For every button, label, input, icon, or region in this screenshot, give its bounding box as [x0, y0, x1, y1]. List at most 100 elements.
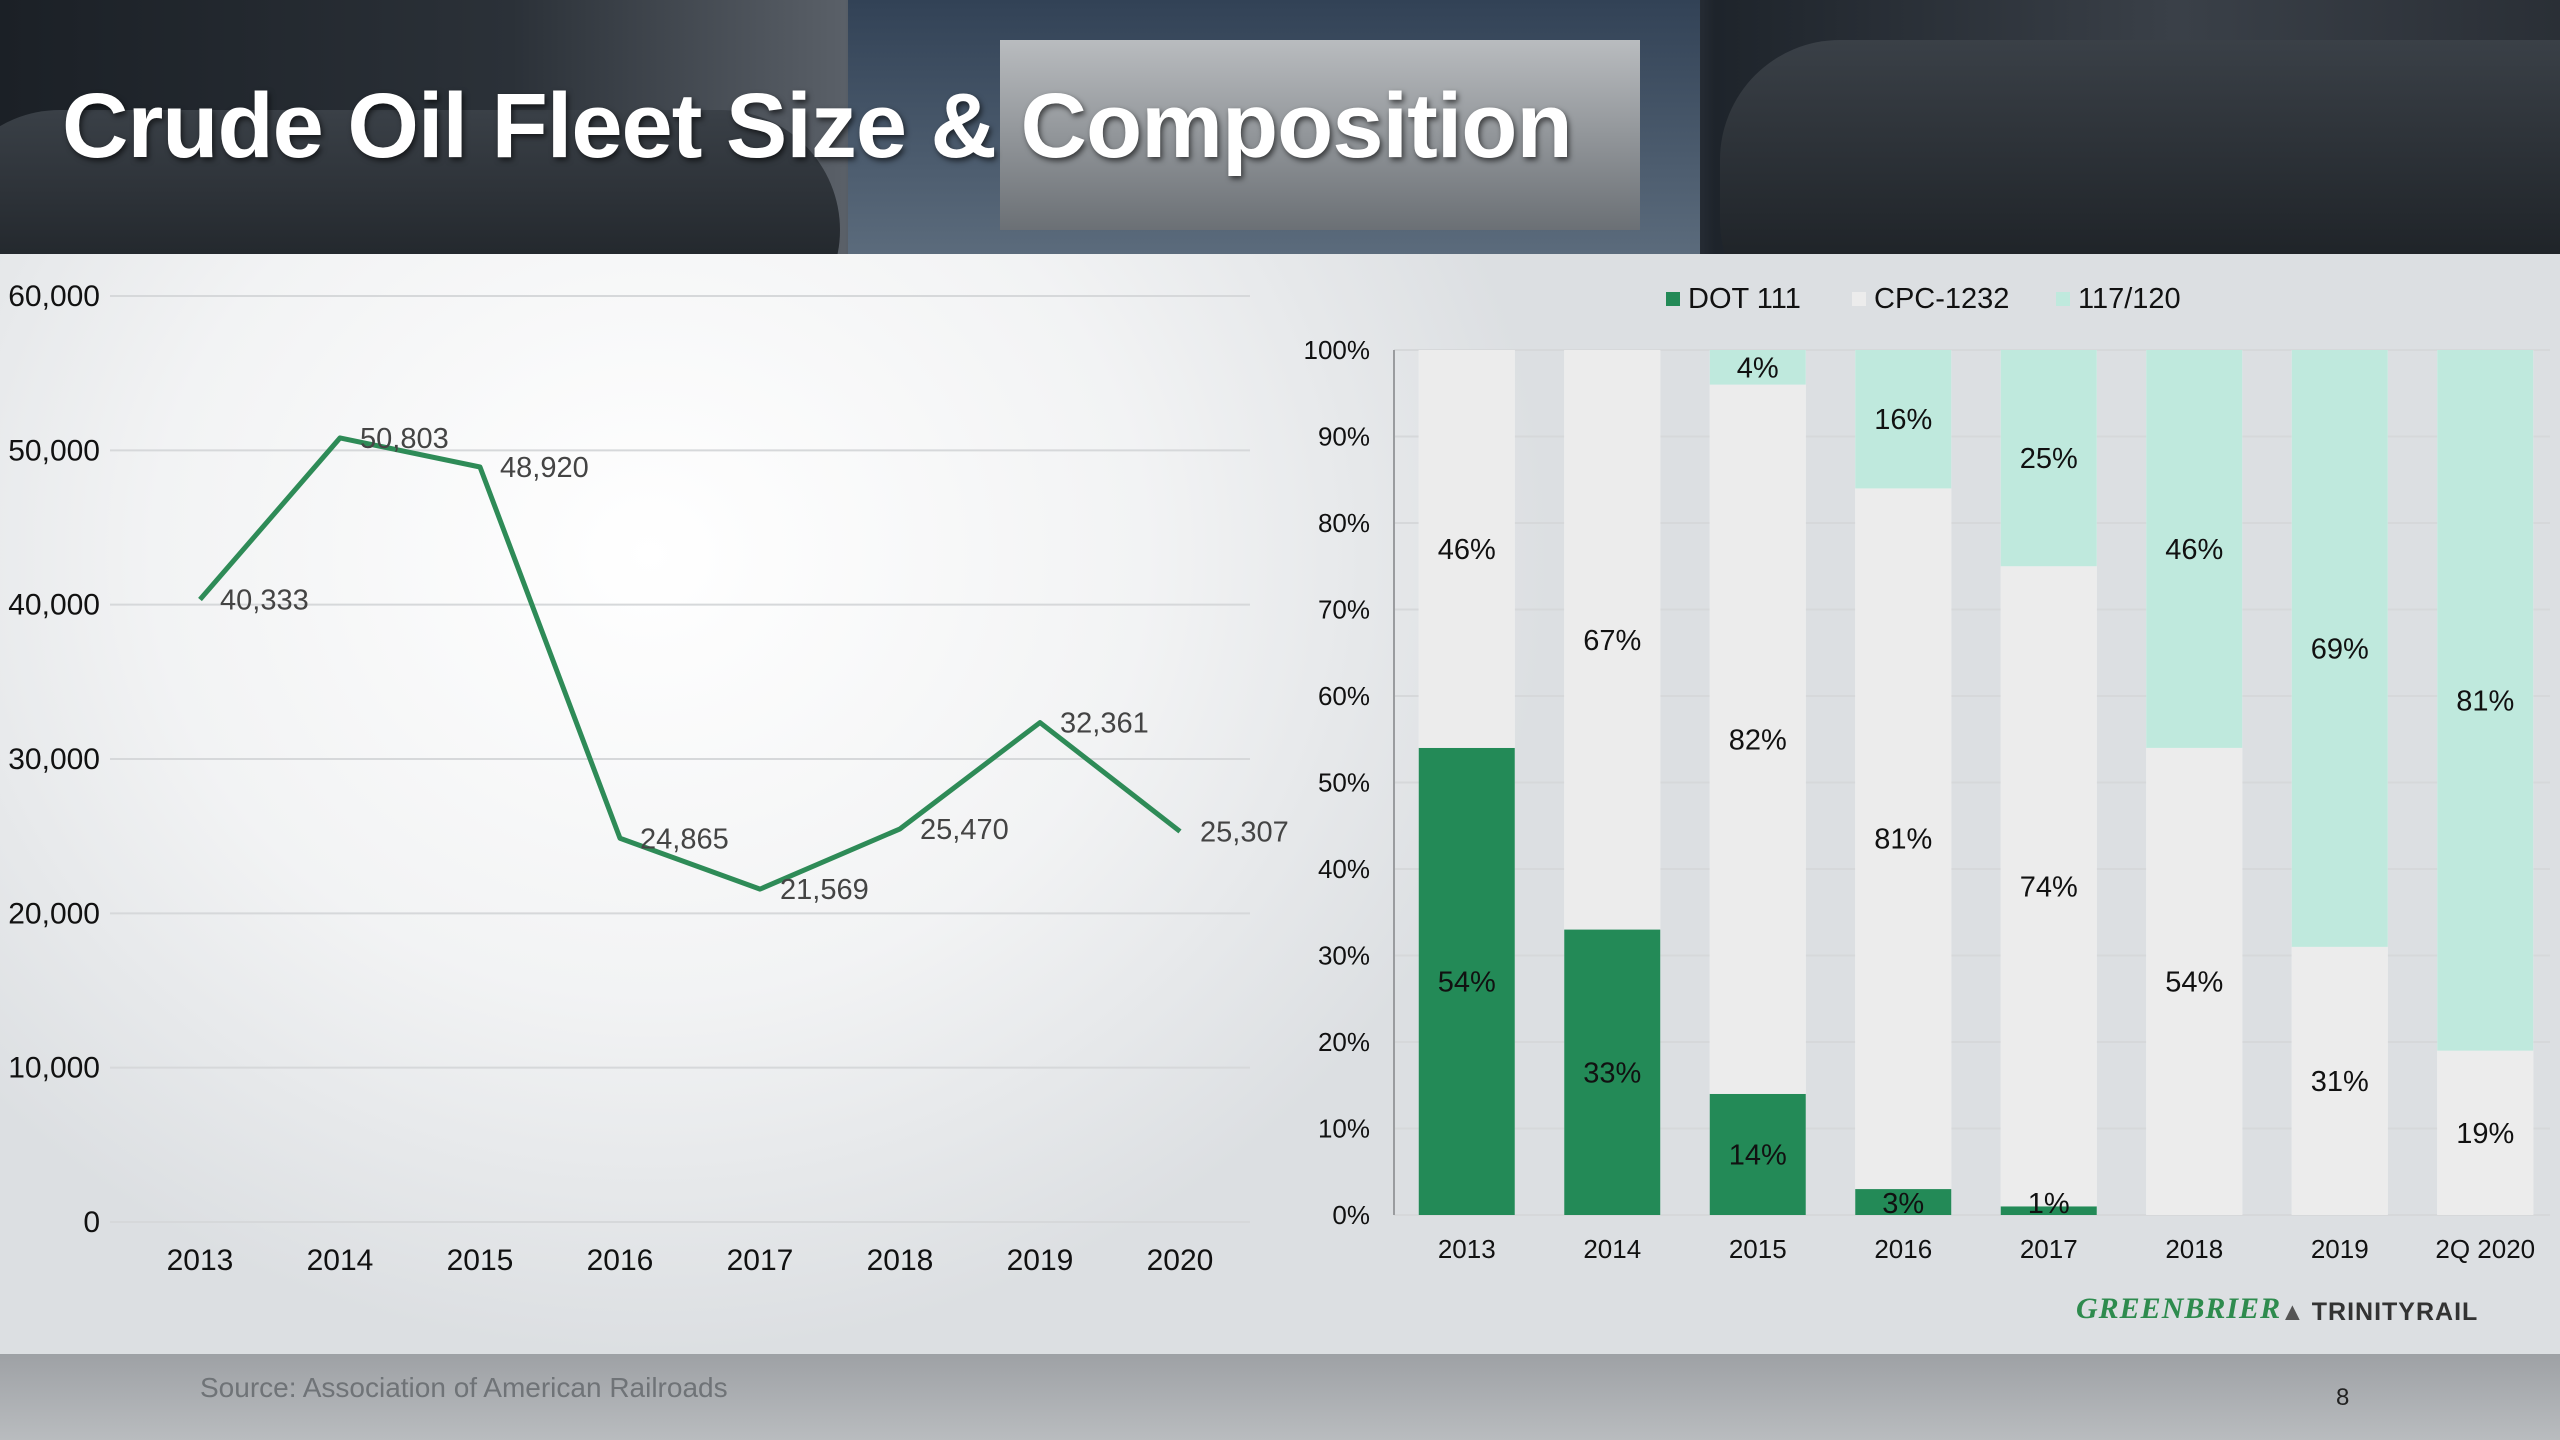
line-chart-y-tick: 50,000	[8, 434, 100, 467]
bar-data-label: 81%	[1874, 824, 1932, 856]
line-chart-y-tick: 60,000	[8, 280, 100, 313]
line-chart-data-label: 48,920	[500, 452, 589, 484]
bar-data-label: 67%	[1583, 625, 1641, 657]
legend-swatch	[1852, 292, 1866, 306]
bar-chart-x-ticks: 2013 2014 2015 2016 2017 2018 2019 2Q 2020	[1438, 1234, 2535, 1264]
line-chart-gridlines	[110, 295, 1250, 1223]
bar-data-label: 3%	[1882, 1188, 1924, 1220]
bar-segment	[1418, 350, 1515, 748]
line-chart-data-labels: 40,333 50,803 48,920 24,865 21,569 25,470 32,3…	[220, 423, 1289, 906]
line-chart-data-label: 50,803	[360, 423, 449, 455]
trinity-triangle-icon: ▲	[2280, 1298, 2306, 1326]
bar-chart-y-tick: 100%	[1304, 335, 1371, 365]
line-chart-x-ticks: 2013 2014 2015 2016 2017 2018 2019 2020	[167, 1244, 1214, 1277]
line-chart-y-tick: 20,000	[8, 897, 100, 930]
legend-swatch	[1666, 292, 1680, 306]
bar-chart-y-tick: 10%	[1318, 1114, 1370, 1144]
bar-segment	[2291, 946, 2388, 1215]
bar-chart-y-tick: 0%	[1332, 1200, 1370, 1230]
banner-hopper-car	[1000, 40, 1640, 230]
bar-data-label: 1%	[2028, 1188, 2070, 1220]
bar-segment	[1709, 384, 1806, 1094]
line-chart-y-tick: 40,000	[8, 589, 100, 622]
fleet-size-line	[198, 435, 1182, 892]
bar-data-label: 54%	[1438, 966, 1496, 998]
bar-chart-y-tick: 30%	[1318, 941, 1370, 971]
line-chart-data-label: 21,569	[780, 874, 869, 906]
bar-chart-x-tick: 2015	[1729, 1234, 1787, 1264]
bar-data-label: 54%	[2165, 966, 2223, 998]
bar-segment	[1564, 350, 1661, 930]
bar-chart-y-tick: 80%	[1318, 508, 1370, 538]
line-chart-x-tick: 2016	[587, 1244, 654, 1277]
banner-tank-car-right	[1720, 40, 2560, 254]
bar-segment	[1855, 1189, 1952, 1215]
bar-segment	[2437, 1050, 2534, 1215]
line-chart-x-tick: 2019	[1007, 1244, 1074, 1277]
bar-segment	[1709, 1093, 1806, 1215]
bar-chart-x-tick: 2017	[2020, 1234, 2078, 1264]
bar-chart-y-ticks: 0% 10% 20% 30% 40% 50% 60% 70% 80% 90% 100%	[1304, 335, 1371, 1230]
bar-chart-y-tick: 60%	[1318, 681, 1370, 711]
bar-chart-y-tick: 40%	[1318, 854, 1370, 884]
legend-label: CPC-1232	[1874, 283, 2009, 315]
bar-data-label: 81%	[2456, 685, 2514, 717]
line-chart-y-tick: 30,000	[8, 743, 100, 776]
line-chart-x-tick: 2014	[307, 1244, 374, 1277]
partner-logos: GREENBRIER ▲ TRINITYRAIL	[2076, 1292, 2536, 1338]
bar-chart-x-tick: 2018	[2165, 1234, 2223, 1264]
bar-segment	[2291, 350, 2388, 947]
greenbrier-logo: GREENBRIER	[2076, 1292, 2282, 1325]
source-note: Source: Association of American Railroad…	[200, 1372, 728, 1403]
bar-data-label: 46%	[2165, 534, 2223, 566]
fleet-size-line-chart: 0 10,000 20,000 30,000 40,000 50,000 60,000 20…	[8, 280, 1289, 1277]
bar-data-label: 16%	[1874, 404, 1932, 436]
legend-label: DOT 111	[1688, 283, 1801, 315]
bar-segment	[2000, 1206, 2097, 1215]
bar-data-label: 19%	[2456, 1118, 2514, 1150]
bar-segment	[2146, 350, 2243, 748]
bar-segment	[1855, 488, 1952, 1190]
legend-label: 117/120	[2078, 283, 2181, 315]
footer-bar	[0, 1354, 2560, 1440]
bar-data-label: 14%	[1729, 1139, 1787, 1171]
bar-segment	[2000, 566, 2097, 1207]
line-chart-data-label: 24,865	[640, 823, 729, 855]
line-chart-y-tick: 10,000	[8, 1052, 100, 1085]
fleet-composition-stacked-bar-chart: 0% 10% 20% 30% 40% 50% 60% 70% 80% 90% 100% 54% 46%…	[1304, 283, 2550, 1264]
bar-chart-x-tick: 2013	[1438, 1234, 1496, 1264]
page-number: 8	[2336, 1384, 2350, 1411]
trinityrail-wordmark: TRINITYRAIL	[2311, 1298, 2479, 1326]
bar-chart-y-tick: 70%	[1318, 595, 1370, 625]
banner-tank-car-left	[0, 110, 840, 254]
bar-segment	[1709, 350, 1806, 385]
bar-chart-y-tick: 50%	[1318, 768, 1370, 798]
bar-chart-bars	[1418, 350, 2534, 1215]
bar-chart-x-tick: 2014	[1583, 1234, 1641, 1264]
line-chart-y-ticks: 0 10,000 20,000 30,000 40,000 50,000 60,000	[8, 280, 100, 1239]
bar-segment	[2146, 747, 2243, 1215]
bar-segment	[2437, 350, 2534, 1051]
bar-segment	[1418, 747, 1515, 1215]
line-chart-data-label: 25,307	[1200, 816, 1289, 848]
bar-data-label: 33%	[1583, 1057, 1641, 1089]
line-chart-x-tick: 2013	[167, 1244, 234, 1277]
bar-data-label: 69%	[2311, 633, 2369, 665]
line-chart-x-tick: 2017	[727, 1244, 794, 1277]
bar-segment	[1855, 350, 1952, 489]
bar-data-label: 4%	[1737, 352, 1779, 384]
bar-chart-y-tick: 90%	[1318, 422, 1370, 452]
bar-data-label: 25%	[2020, 443, 2078, 475]
line-chart-data-label: 25,470	[920, 814, 1009, 846]
bar-segment	[1564, 929, 1661, 1215]
bar-chart-x-tick: 2Q 2020	[2435, 1234, 2535, 1264]
line-chart-y-tick: 0	[83, 1206, 100, 1239]
bar-chart-x-tick: 2016	[1874, 1234, 1932, 1264]
bar-data-label: 31%	[2311, 1066, 2369, 1098]
bar-data-label: 74%	[2020, 871, 2078, 903]
line-chart-data-label: 32,361	[1060, 708, 1149, 740]
trinityrail-logo: ▲ TRINITYRAIL	[2280, 1298, 2478, 1327]
legend-swatch	[2056, 292, 2070, 306]
line-chart-x-tick: 2020	[1147, 1244, 1214, 1277]
page-title: Crude Oil Fleet Size & Composition	[62, 75, 1573, 177]
